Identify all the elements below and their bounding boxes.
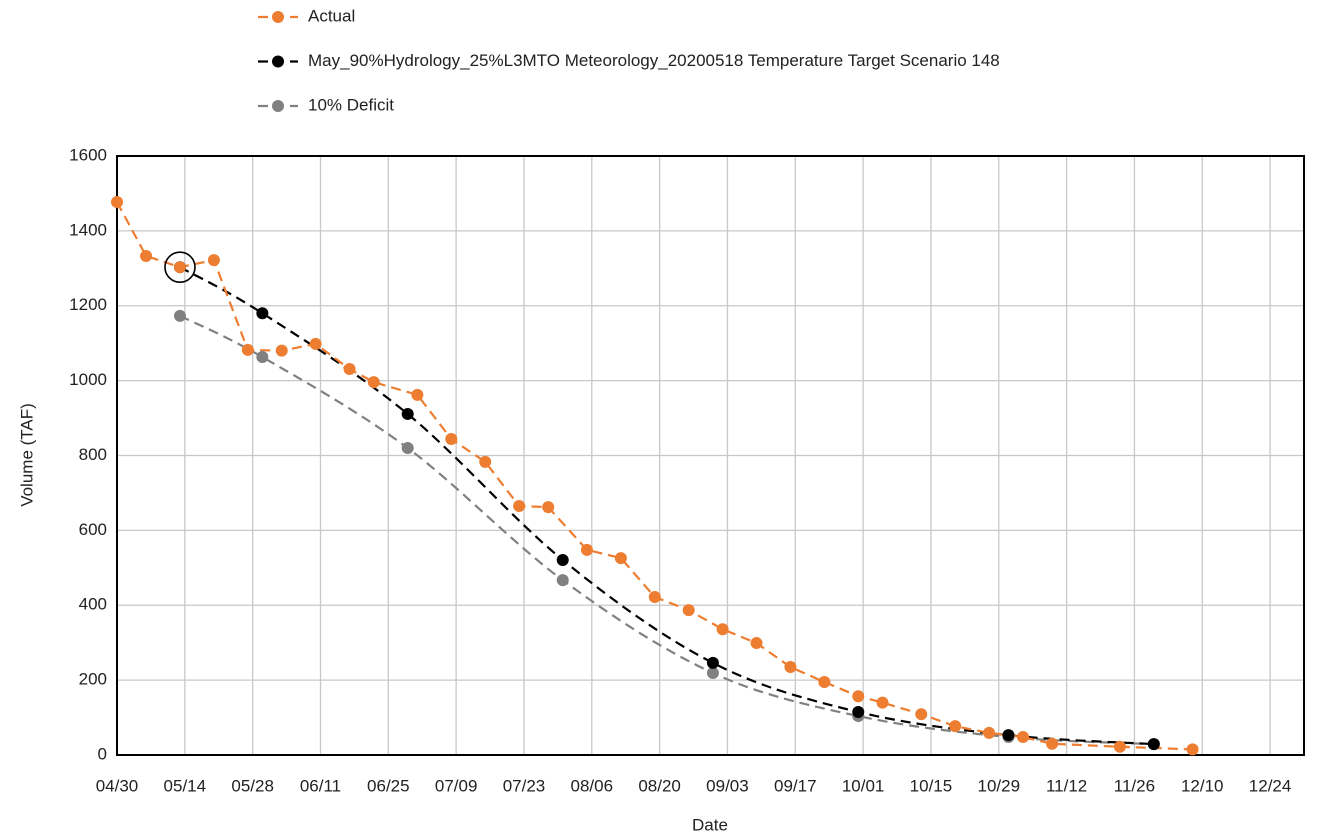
series-line [179, 266, 1154, 746]
data-point [401, 407, 414, 420]
data-point [580, 543, 593, 556]
data-point [983, 726, 996, 739]
y-axis-label: Volume (TAF) [17, 403, 36, 507]
x-tick-label: 10/29 [977, 776, 1020, 795]
y-tick-label: 1600 [69, 145, 107, 164]
x-tick-label: 12/24 [1249, 776, 1292, 795]
data-point [309, 337, 322, 350]
x-tick-label: 11/12 [1046, 776, 1087, 795]
data-point [411, 388, 424, 401]
data-point [818, 675, 831, 688]
x-tick-label: 11/26 [1114, 776, 1155, 795]
data-point [1186, 743, 1199, 756]
x-tick-label: 05/14 [164, 776, 207, 795]
x-tick-label: 07/23 [503, 776, 546, 795]
legend-label: 10% Deficit [308, 95, 394, 114]
data-point [556, 553, 569, 566]
y-tick-label: 0 [98, 744, 107, 763]
x-tick-label: 04/30 [96, 776, 139, 795]
data-point [876, 696, 889, 709]
x-tick-label: 10/01 [842, 776, 885, 795]
data-point [256, 307, 269, 320]
data-point [401, 442, 414, 455]
x-tick-label: 10/15 [910, 776, 953, 795]
legend-marker [272, 11, 284, 23]
x-tick-label: 05/28 [231, 776, 274, 795]
data-point [445, 433, 458, 446]
data-point [1002, 729, 1015, 742]
data-point [852, 705, 865, 718]
legend-label: Actual [308, 6, 355, 25]
data-point [648, 591, 661, 604]
data-point [542, 501, 555, 514]
x-tick-label: 12/10 [1181, 776, 1224, 795]
data-point [241, 343, 254, 356]
series-line [116, 201, 1193, 751]
data-point [479, 455, 492, 468]
legend-label: May_90%Hydrology_25%L3MTO Meteorology_20… [308, 51, 1000, 70]
data-point [1046, 737, 1059, 750]
x-tick-label: 09/03 [706, 776, 749, 795]
y-tick-label: 600 [79, 520, 107, 539]
y-tick-label: 1400 [69, 220, 107, 239]
data-point [111, 196, 123, 209]
x-tick-label: 06/11 [300, 776, 341, 795]
data-point [1113, 740, 1126, 753]
x-tick-label: 07/09 [435, 776, 478, 795]
data-point [750, 637, 763, 650]
y-tick-label: 1200 [69, 295, 107, 314]
x-axis-label: Date [692, 815, 728, 834]
data-point [915, 708, 928, 721]
data-point [716, 623, 729, 636]
data-point [343, 363, 356, 376]
y-tick-label: 400 [79, 595, 107, 614]
data-point [513, 500, 526, 513]
data-point [207, 254, 220, 267]
data-point [706, 656, 719, 669]
x-tick-label: 06/25 [367, 776, 410, 795]
y-tick-label: 200 [79, 670, 107, 689]
legend-marker [272, 100, 284, 112]
data-point [275, 344, 288, 357]
y-tick-label: 1000 [69, 370, 107, 389]
x-tick-label: 09/17 [774, 776, 817, 795]
data-point [140, 249, 153, 262]
legend-marker [272, 55, 284, 68]
data-point [556, 574, 569, 587]
data-point [682, 604, 695, 617]
data-point [949, 720, 962, 733]
data-point [256, 351, 269, 364]
data-point [1016, 731, 1029, 744]
data-point [173, 309, 186, 322]
y-tick-label: 800 [79, 445, 107, 464]
data-point [614, 552, 627, 565]
data-point [706, 667, 719, 680]
data-point [784, 661, 797, 674]
x-tick-label: 08/20 [638, 776, 681, 795]
highlight-circle [164, 251, 196, 283]
data-point [173, 261, 186, 274]
data-point [852, 690, 865, 703]
data-point [1147, 738, 1160, 751]
x-tick-label: 08/06 [571, 776, 614, 795]
plot-frame [116, 155, 1305, 756]
data-point [367, 376, 380, 389]
